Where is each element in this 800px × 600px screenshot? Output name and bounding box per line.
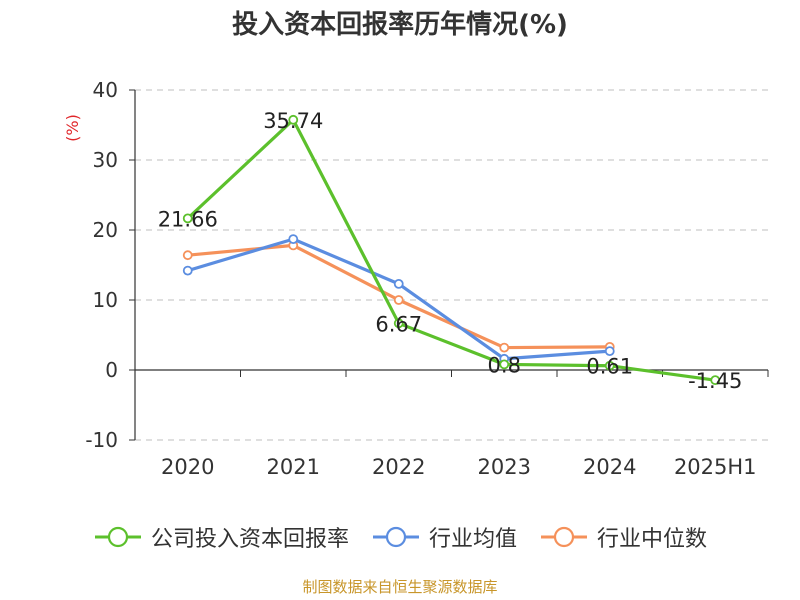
chart-title: 投入资本回报率历年情况(%) — [232, 10, 568, 40]
data-point — [604, 346, 615, 357]
data-label: -1.45 — [688, 369, 742, 393]
data-label: 6.67 — [375, 312, 422, 336]
legend-item[interactable]: 行业均值 — [371, 521, 517, 553]
y-tick-label: 20 — [93, 218, 118, 242]
y-tick-label: 10 — [93, 288, 118, 312]
legend-item[interactable]: 行业中位数 — [539, 521, 707, 553]
legend-swatch — [372, 526, 419, 548]
data-label: 0.61 — [586, 355, 633, 379]
data-label: 21.66 — [158, 207, 218, 231]
legend-label: 公司投入资本回报率 — [150, 527, 349, 552]
x-tick-label: 2024 — [583, 455, 636, 479]
x-tick-label: 2023 — [478, 455, 531, 479]
data-point — [182, 265, 193, 276]
data-point — [393, 295, 404, 305]
data-point — [499, 359, 510, 370]
legend-swatch — [541, 526, 587, 548]
legend-label: 行业均值 — [428, 527, 517, 552]
y-tick-label: 0 — [105, 358, 118, 382]
legend-label: 行业中位数 — [597, 527, 708, 552]
y-tick-label: 40 — [93, 78, 118, 102]
data-point — [393, 318, 404, 329]
data-label: 35.74 — [263, 109, 323, 133]
data-point — [499, 342, 510, 353]
data-label: 0.8 — [488, 353, 521, 377]
y-axis-label: (%) — [63, 114, 82, 142]
data-point — [604, 360, 615, 371]
x-tick-label: 2020 — [161, 455, 214, 479]
series-line — [186, 118, 716, 382]
data-point — [182, 213, 193, 224]
source-note: 制图数据来自恒生聚源数据库 — [302, 578, 498, 596]
data-point — [710, 375, 721, 386]
x-tick-label: 2021 — [267, 455, 320, 479]
data-point — [393, 278, 404, 289]
legend-item[interactable]: 公司投入资本回报率 — [93, 521, 349, 553]
x-tick-label: 2025H1 — [674, 455, 757, 479]
data-point — [288, 114, 299, 125]
legend-swatch — [94, 526, 141, 548]
data-point — [288, 234, 299, 245]
x-tick-label: 2022 — [372, 455, 425, 479]
data-point — [182, 250, 193, 261]
legend: 公司投入资本回报率 行业均值 行业中位数 — [0, 520, 800, 554]
y-tick-label: 30 — [93, 148, 118, 172]
y-tick-label: -10 — [85, 428, 118, 452]
